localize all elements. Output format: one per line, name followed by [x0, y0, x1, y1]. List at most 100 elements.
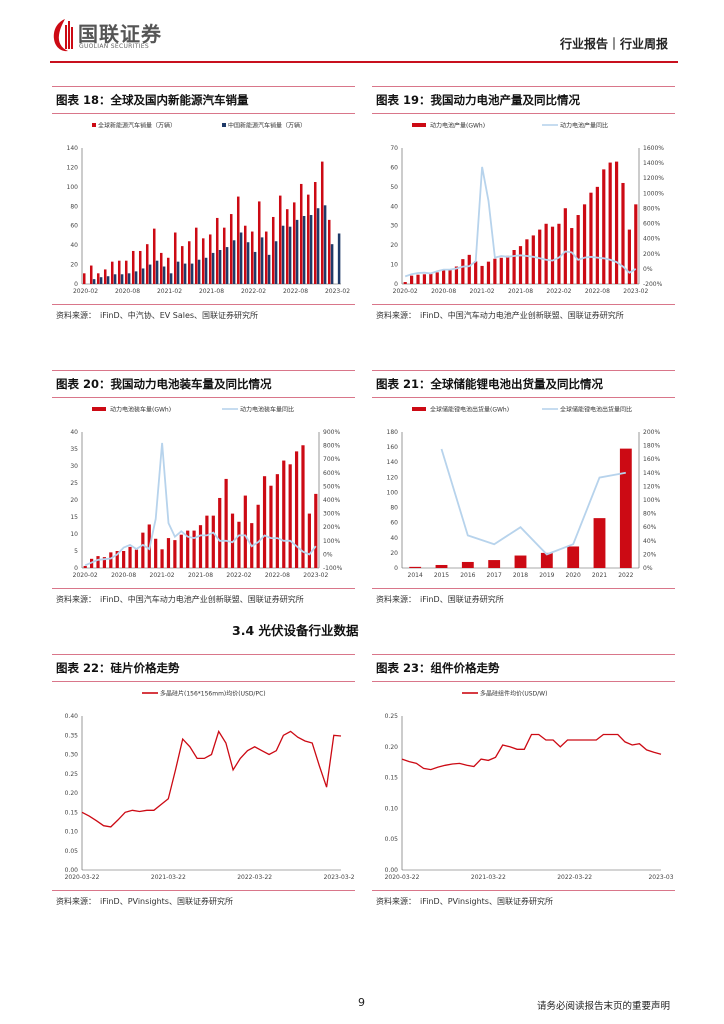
bar — [82, 273, 86, 284]
footer-disclaimer: 请务必阅读报告末页的重要声明 — [536, 1001, 670, 1012]
x-tick-label: 2020 — [566, 572, 581, 579]
figure-title: 图表 23：组件价格走势 — [376, 661, 500, 675]
bar — [190, 263, 194, 284]
rule — [372, 681, 675, 682]
figure-title: 图表 21：全球储能锂电池出货量及同比情况 — [376, 377, 604, 391]
bar — [222, 227, 226, 284]
y-tick-label: 0.15 — [385, 775, 399, 782]
bar — [160, 549, 164, 568]
legend-item: 动力电池装车量同比 — [222, 406, 294, 414]
bar — [486, 261, 491, 284]
rule — [372, 890, 675, 891]
legend-label: 动力电池装车量同比 — [240, 406, 294, 414]
bar — [124, 260, 128, 284]
bar — [576, 215, 580, 284]
bar — [292, 202, 296, 284]
figure-title: 图表 22：硅片价格走势 — [56, 661, 180, 675]
y-tick-label: 0.20 — [65, 790, 79, 797]
bar — [480, 265, 484, 284]
y2-tick-label: -100% — [323, 565, 343, 572]
section-heading: 3.4 光伏设备行业数据 — [232, 623, 359, 638]
x-tick-label: 2022-03-22 — [557, 874, 592, 881]
figure-source: 资料来源： iFinD、PVinsights、国联证券研究所 — [56, 897, 233, 906]
logo-subtext: GUOLIAN SECURITIES — [79, 43, 149, 50]
y2-tick-label: 0% — [323, 551, 333, 558]
bar — [619, 448, 632, 568]
y2-tick-label: 200% — [643, 251, 660, 258]
bar — [435, 272, 439, 284]
y-tick-label: 0 — [394, 281, 398, 288]
x-tick-label: 2023-02 — [325, 288, 350, 295]
rule — [52, 304, 355, 305]
y-tick-label: 0.10 — [65, 829, 79, 836]
figure-title: 图表 20：我国动力电池装车量及同比情况 — [56, 377, 272, 391]
bar — [474, 261, 478, 284]
bar — [301, 445, 305, 568]
bar — [173, 232, 177, 284]
bar — [454, 266, 459, 284]
bar — [183, 263, 187, 284]
bar — [154, 538, 158, 568]
bar — [96, 273, 100, 284]
x-tick-label: 2020-02 — [73, 288, 98, 295]
x-tick-label: 2015 — [434, 572, 449, 579]
y-tick-label: 10 — [70, 531, 78, 538]
y2-tick-label: 180% — [643, 443, 660, 450]
bar — [225, 247, 229, 284]
legend-item: 全球储能锂电池出货量(GWh) — [412, 406, 509, 414]
bar — [518, 246, 523, 284]
bar — [159, 252, 163, 284]
bar — [162, 266, 166, 284]
x-tick-label: 2020-02 — [393, 288, 418, 295]
bar — [621, 182, 625, 284]
chart-19: 动力电池产量(GWh) 动力电池产量同比 0 10 20 30 40 50 60 70 -200% 0… — [390, 122, 664, 296]
bar — [152, 228, 156, 284]
rule — [372, 86, 675, 87]
rule — [52, 113, 355, 114]
figure-title: 图表 19：我国动力电池产量及同比情况 — [376, 93, 581, 107]
rule — [52, 370, 355, 371]
y-tick-label: 25 — [70, 480, 78, 487]
y-tick-label: 60 — [70, 223, 78, 230]
rule — [52, 890, 355, 891]
bar — [288, 464, 292, 568]
series-line — [440, 448, 626, 556]
bar — [134, 271, 138, 284]
legend-label: 动力电池产量同比 — [560, 122, 608, 130]
bar — [106, 276, 110, 284]
bar — [269, 485, 273, 568]
y-tick-label: 10 — [390, 262, 398, 269]
legend-swatch — [412, 123, 426, 127]
bar — [506, 255, 510, 284]
bar — [557, 223, 561, 284]
bar — [499, 257, 503, 284]
bar — [550, 226, 555, 284]
x-tick-label: 2019 — [539, 572, 554, 579]
bar — [307, 513, 311, 568]
rule — [372, 370, 675, 371]
rule — [52, 681, 355, 682]
y2-tick-label: 40% — [643, 538, 657, 545]
figure-source: 资料来源： iFinD、中国汽车动力电池产业创新联盟、国联证券研究所 — [56, 595, 304, 604]
y2-tick-label: 0% — [643, 565, 653, 572]
rule — [372, 397, 675, 398]
y-tick-label: 40 — [390, 535, 398, 542]
bar — [493, 258, 497, 284]
bar — [120, 274, 124, 284]
bar — [614, 161, 619, 284]
y2-tick-label: 500% — [323, 483, 340, 490]
x-tick-label: 2021-02 — [157, 288, 182, 295]
figure-18: 图表 18：全球及国内新能源汽车销量 全球新能源汽车销量（万辆） 中国新能源汽车销… — [52, 86, 355, 321]
y2-tick-label: 600% — [323, 470, 340, 477]
bar — [295, 219, 299, 284]
bar — [593, 518, 606, 568]
bar — [194, 227, 198, 284]
y-tick-label: 0 — [74, 565, 78, 572]
y2-tick-label: 120% — [643, 483, 660, 490]
x-tick-label: 2023-02 — [623, 288, 648, 295]
bar — [208, 234, 212, 284]
y-tick-label: 0.15 — [65, 809, 79, 816]
bar — [570, 228, 574, 284]
rule — [52, 654, 355, 655]
bar — [281, 225, 285, 284]
